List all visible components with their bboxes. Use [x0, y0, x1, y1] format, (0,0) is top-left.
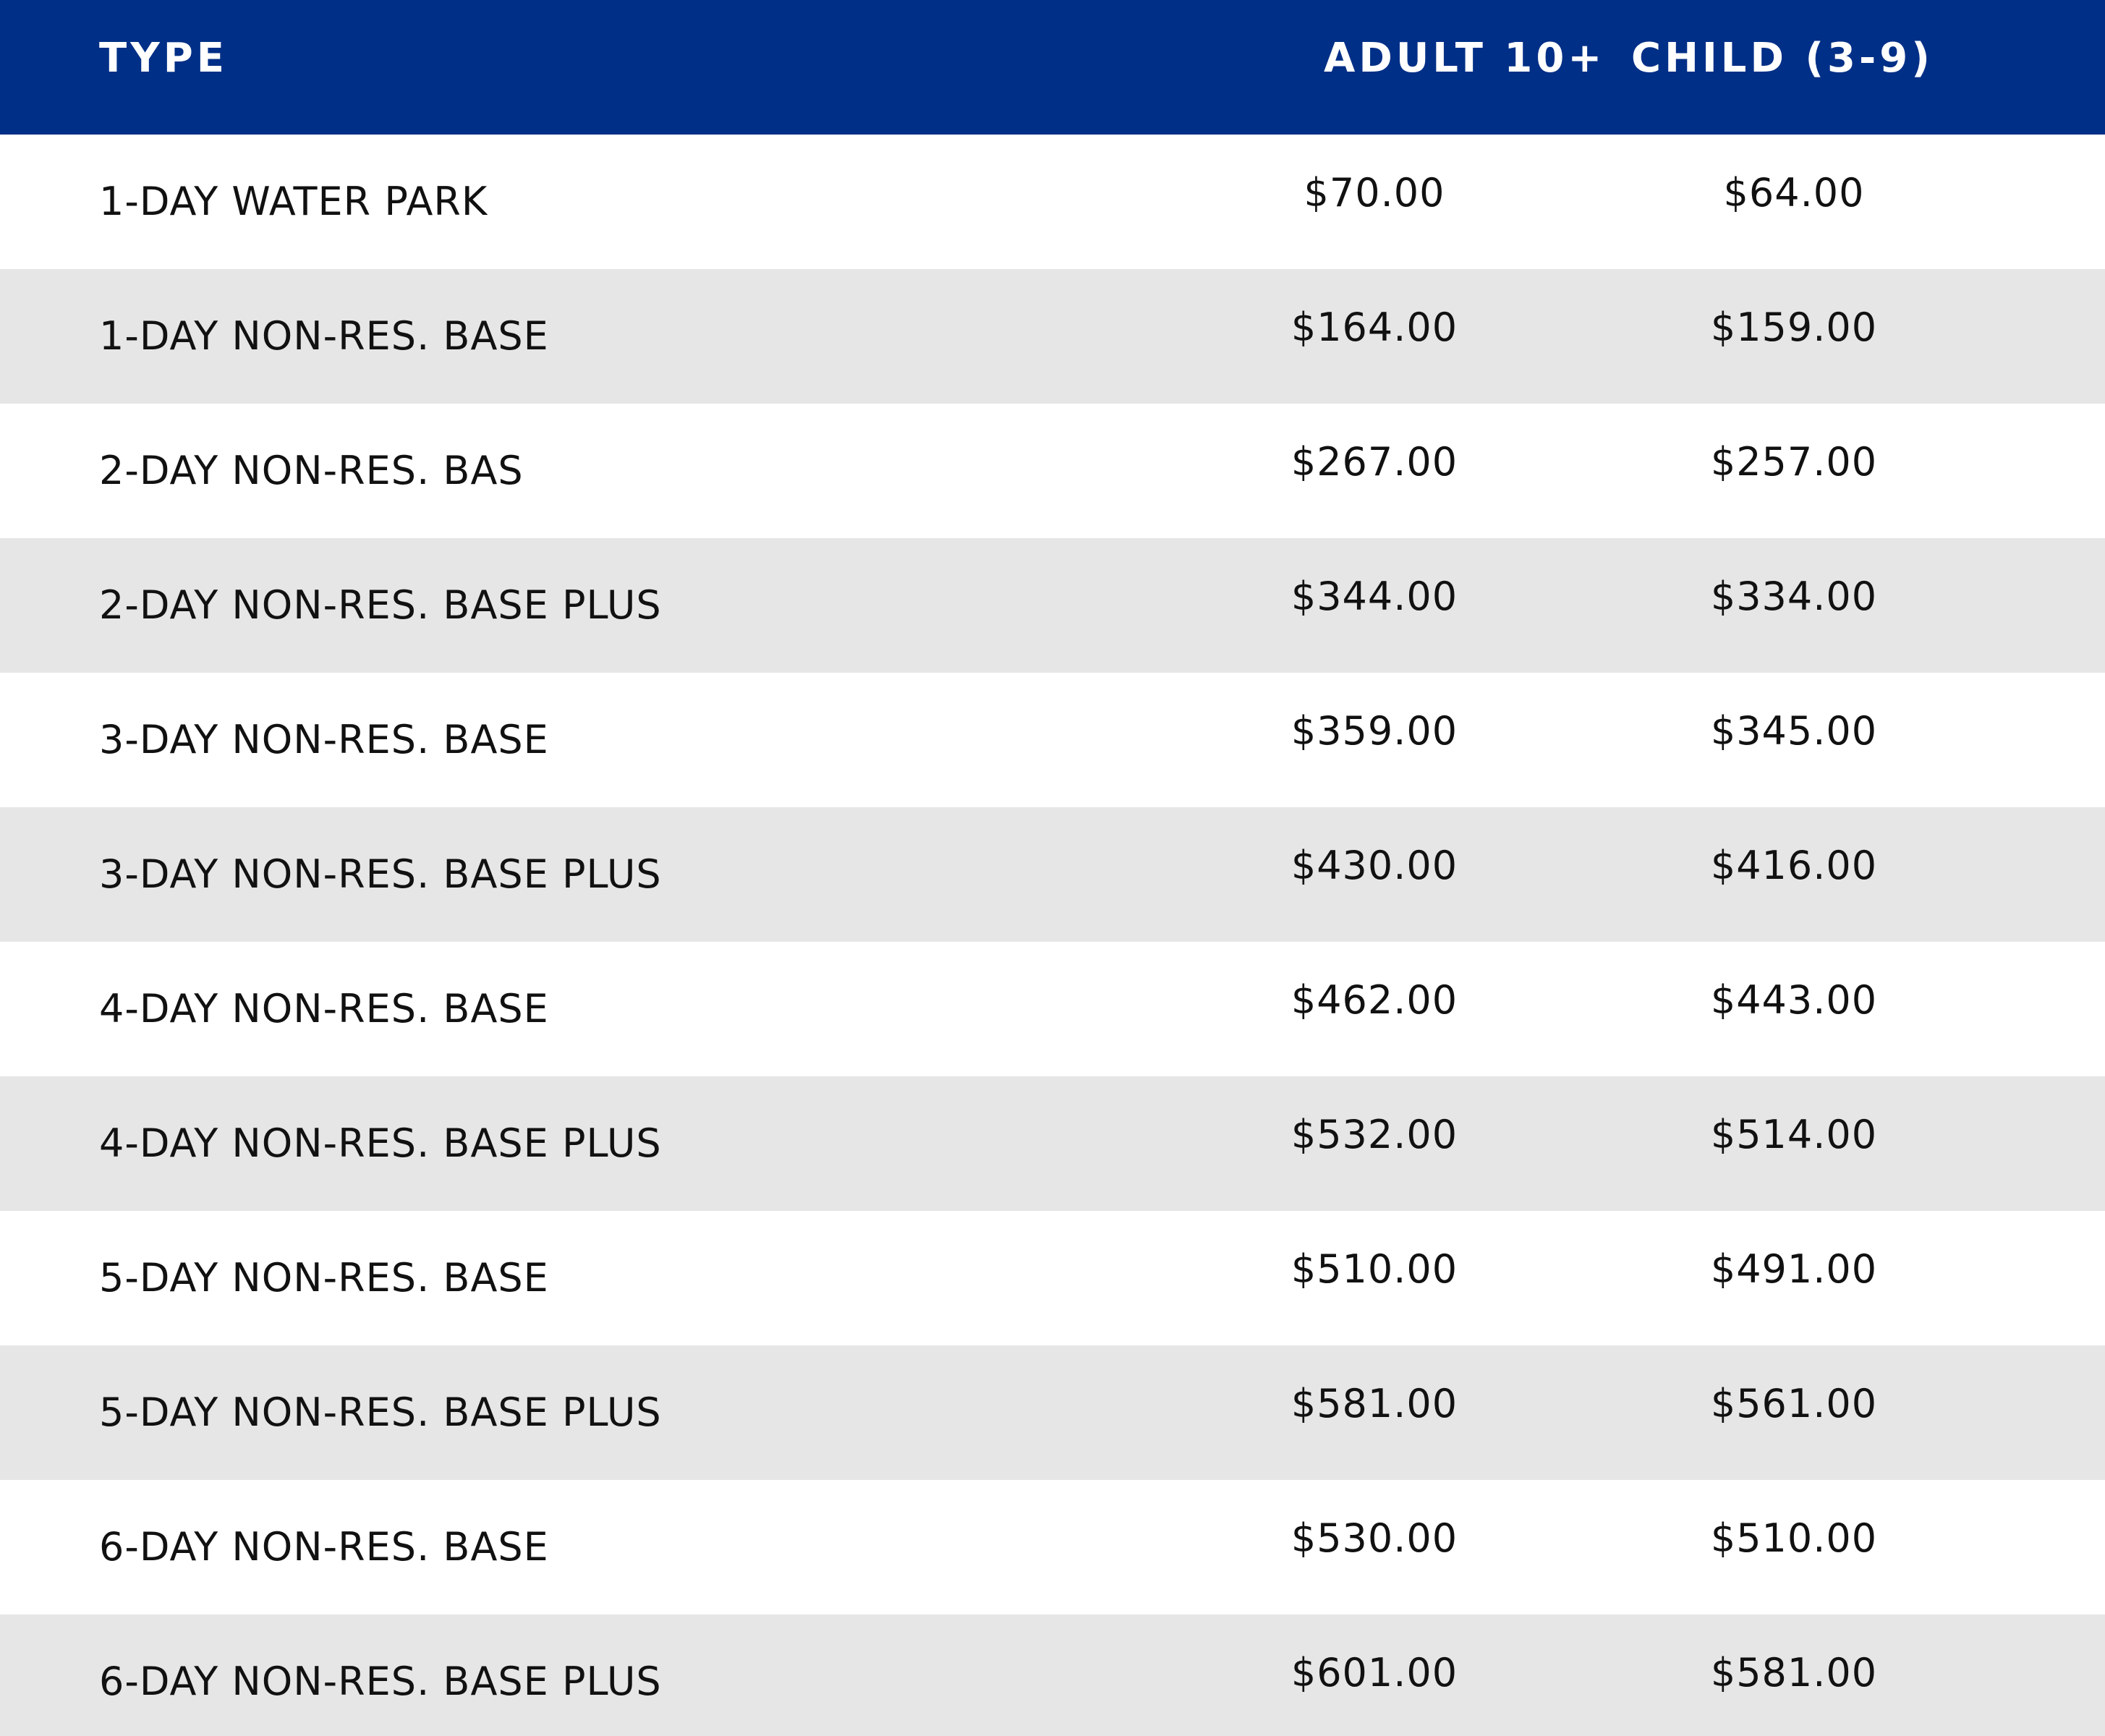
- adult-price: $344.00: [1290, 574, 1458, 619]
- adult-price: $430.00: [1290, 843, 1458, 888]
- table-row: 3-DAY NON-RES. BASE $359.00 $345.00: [0, 673, 2105, 807]
- table-row: 4-DAY NON-RES. BASE $462.00 $443.00: [0, 942, 2105, 1076]
- child-price: $257.00: [1710, 439, 1878, 485]
- table-row: 4-DAY NON-RES. BASE PLUS $532.00 $514.00: [0, 1076, 2105, 1211]
- column-header-child: CHILD (3-9): [1631, 35, 1934, 82]
- adult-price: $530.00: [1290, 1515, 1458, 1561]
- table-row: 1-DAY WATER PARK $70.00 $64.00: [0, 135, 2105, 269]
- ticket-type: 5-DAY NON-RES. BASE: [99, 1255, 549, 1301]
- adult-price: $510.00: [1290, 1246, 1458, 1292]
- column-header-adult: ADULT 10+: [1324, 35, 1606, 82]
- adult-price: $532.00: [1290, 1112, 1458, 1157]
- ticket-type: 1-DAY WATER PARK: [99, 179, 488, 224]
- child-price: $443.00: [1710, 977, 1878, 1023]
- table-row: 6-DAY NON-RES. BASE $530.00 $510.00: [0, 1480, 2105, 1614]
- table-body: 1-DAY WATER PARK $70.00 $64.00 1-DAY NON…: [0, 135, 2105, 1736]
- ticket-type: 4-DAY NON-RES. BASE: [99, 986, 549, 1031]
- child-price: $416.00: [1710, 843, 1878, 888]
- ticket-type: 6-DAY NON-RES. BASE: [99, 1524, 549, 1570]
- adult-price: $359.00: [1290, 708, 1458, 754]
- ticket-type: 4-DAY NON-RES. BASE PLUS: [99, 1120, 662, 1166]
- adult-price: $267.00: [1290, 439, 1458, 485]
- child-price: $491.00: [1710, 1246, 1878, 1292]
- child-price: $514.00: [1710, 1112, 1878, 1157]
- ticket-type: 3-DAY NON-RES. BASE PLUS: [99, 851, 662, 897]
- table-header: TYPE ADULT 10+ CHILD (3-9): [0, 0, 2105, 135]
- table-row: 1-DAY NON-RES. BASE $164.00 $159.00: [0, 269, 2105, 404]
- ticket-type: 5-DAY NON-RES. BASE PLUS: [99, 1390, 662, 1435]
- table-row: 2-DAY NON-RES. BAS $267.00 $257.00: [0, 404, 2105, 538]
- table-row: 5-DAY NON-RES. BASE $510.00 $491.00: [0, 1211, 2105, 1345]
- table-row: 5-DAY NON-RES. BASE PLUS $581.00 $561.00: [0, 1345, 2105, 1480]
- table-row: 3-DAY NON-RES. BASE PLUS $430.00 $416.00: [0, 807, 2105, 942]
- child-price: $581.00: [1710, 1650, 1878, 1695]
- table-row: 6-DAY NON-RES. BASE PLUS $601.00 $581.00: [0, 1614, 2105, 1736]
- child-price: $159.00: [1710, 305, 1878, 350]
- adult-price: $462.00: [1290, 977, 1458, 1023]
- adult-price: $581.00: [1290, 1381, 1458, 1426]
- child-price: $64.00: [1723, 170, 1865, 216]
- ticket-type: 6-DAY NON-RES. BASE PLUS: [99, 1659, 662, 1704]
- child-price: $334.00: [1710, 574, 1878, 619]
- ticket-type: 1-DAY NON-RES. BASE: [99, 313, 549, 359]
- column-header-type: TYPE: [99, 35, 229, 82]
- child-price: $345.00: [1710, 708, 1878, 754]
- child-price: $561.00: [1710, 1381, 1878, 1426]
- child-price: $510.00: [1710, 1515, 1878, 1561]
- adult-price: $601.00: [1290, 1650, 1458, 1695]
- ticket-type: 2-DAY NON-RES. BASE PLUS: [99, 582, 662, 628]
- adult-price: $70.00: [1304, 170, 1445, 216]
- ticket-type: 3-DAY NON-RES. BASE: [99, 717, 549, 762]
- table-row: 2-DAY NON-RES. BASE PLUS $344.00 $334.00: [0, 538, 2105, 673]
- ticket-type: 2-DAY NON-RES. BAS: [99, 448, 524, 493]
- adult-price: $164.00: [1290, 305, 1458, 350]
